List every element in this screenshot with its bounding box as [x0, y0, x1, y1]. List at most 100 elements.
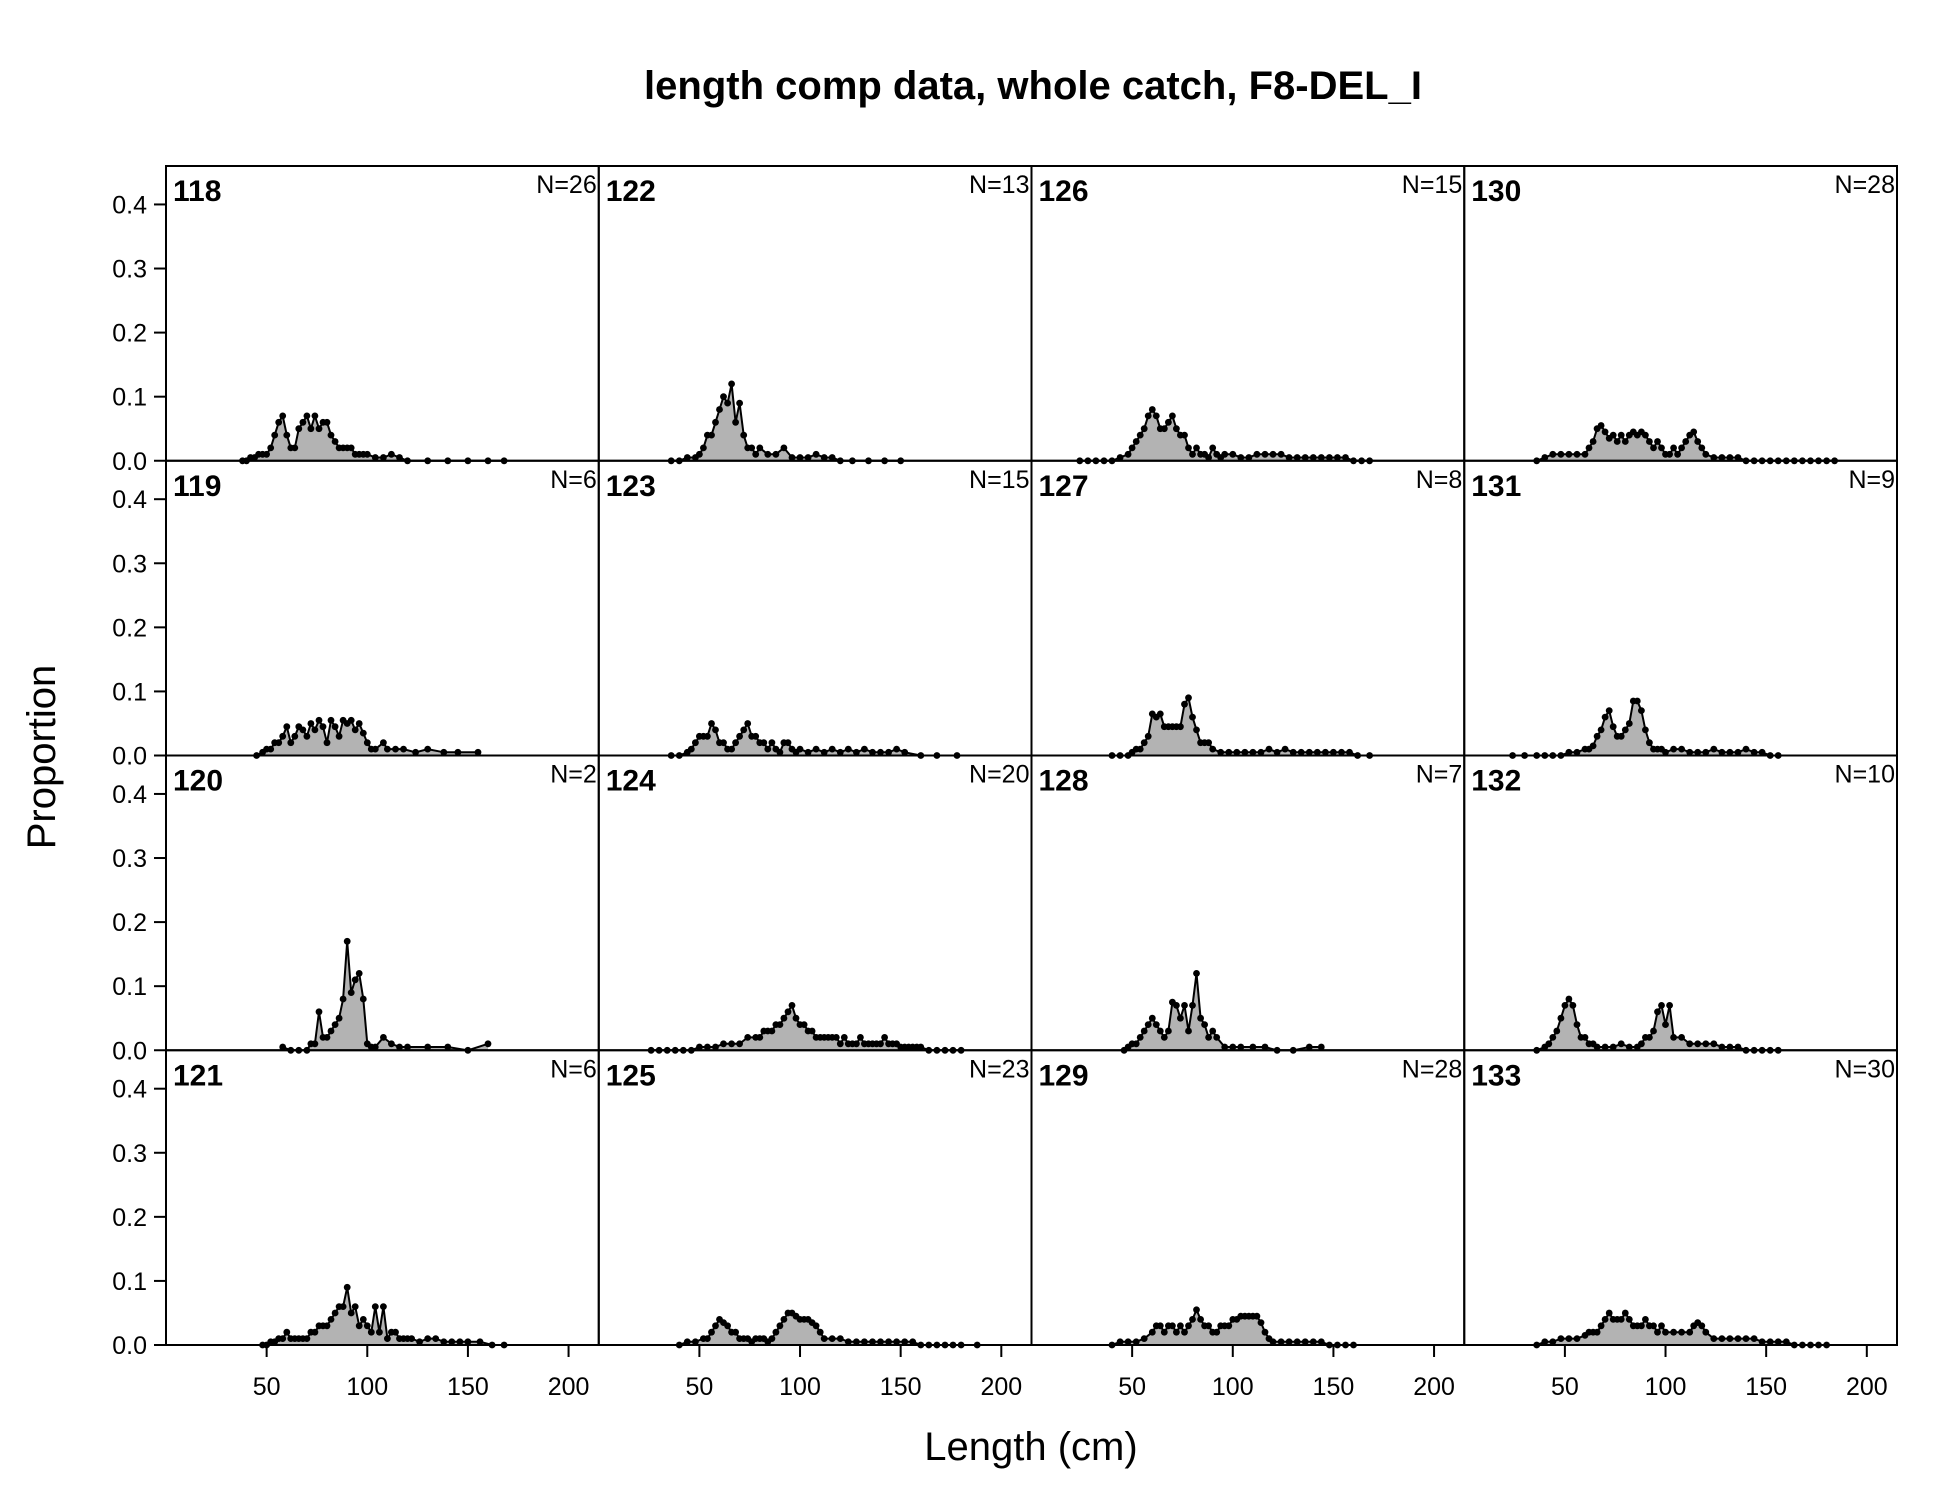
comp-point	[323, 1322, 331, 1330]
comp-point	[1625, 1043, 1633, 1051]
comp-point	[287, 739, 295, 747]
sample-size-label: N=15	[969, 466, 1029, 494]
comp-point	[1686, 1328, 1694, 1336]
y-tick-label: 0.0	[112, 448, 147, 476]
comp-point	[1541, 1338, 1549, 1346]
y-axis-row-3: 0.0 0.1 0.2 0.3 0.4	[112, 781, 166, 1065]
sample-size-label: N=28	[1835, 171, 1895, 199]
panel-frame	[1463, 165, 1898, 462]
comp-point	[1726, 454, 1734, 461]
panel-frame	[165, 754, 600, 1052]
comp-point	[1605, 1309, 1613, 1317]
comp-point	[780, 1014, 788, 1022]
comp-point	[1346, 748, 1353, 756]
comp-point	[828, 1335, 836, 1342]
comp-point	[1209, 745, 1217, 753]
comp-point	[780, 444, 788, 452]
comp-point	[1670, 1328, 1677, 1336]
comp-point	[776, 1322, 784, 1330]
panel-125: 125 N=23	[597, 1049, 1033, 1349]
comp-point	[812, 745, 820, 753]
comp-point	[351, 1303, 359, 1310]
comp-point	[1718, 454, 1726, 461]
comp-point	[1698, 444, 1706, 452]
comp-point	[720, 1040, 727, 1048]
comp-line	[282, 941, 489, 1052]
comp-point	[748, 444, 756, 452]
comp-point	[1573, 748, 1581, 756]
comp-point	[1309, 1338, 1317, 1346]
x-tick-label: 200	[548, 1373, 590, 1401]
comp-point	[877, 1040, 884, 1048]
comp-point	[1726, 1043, 1734, 1051]
comp-point	[1638, 1322, 1645, 1330]
panel-123: 123 N=15	[597, 459, 1033, 759]
comp-point	[1181, 431, 1188, 439]
comp-point	[1621, 726, 1629, 734]
comp-point	[1702, 1328, 1710, 1336]
comp-point	[1686, 748, 1694, 756]
comp-point	[768, 739, 776, 747]
comp-point	[1173, 1002, 1180, 1009]
comp-point	[1124, 1338, 1132, 1346]
comp-point	[384, 745, 391, 753]
comp-point	[323, 1034, 331, 1041]
comp-point	[1277, 450, 1285, 458]
panel-121: 121 N=6	[165, 1049, 600, 1349]
comp-point	[1694, 748, 1702, 756]
comp-point	[704, 1043, 711, 1051]
comp-point	[909, 1338, 917, 1346]
comp-point	[343, 937, 351, 945]
comp-point	[720, 393, 727, 401]
panel-label: 120	[173, 765, 223, 798]
x-tick-label: 200	[980, 1373, 1022, 1401]
comp-point	[1221, 450, 1229, 458]
comp-point	[1642, 431, 1649, 439]
comp-point	[1140, 1027, 1148, 1035]
comp-point	[1609, 723, 1617, 731]
comp-point	[756, 444, 764, 452]
comp-point	[1193, 970, 1200, 977]
y-tick-label: 0.4	[112, 1076, 147, 1104]
comp-point	[1201, 1021, 1208, 1028]
comp-point	[804, 748, 812, 756]
comp-point	[1165, 418, 1172, 426]
comp-point	[299, 418, 307, 426]
sample-size-label: N=28	[1402, 1055, 1462, 1083]
comp-point	[424, 1043, 432, 1051]
comp-point	[1136, 431, 1144, 439]
comp-point	[1209, 444, 1217, 452]
comp-point	[1662, 1328, 1669, 1336]
x-tick-label: 150	[880, 1373, 922, 1401]
comp-point	[1229, 450, 1237, 458]
comp-point	[796, 454, 804, 461]
panel-119: 119 N=6	[165, 459, 600, 759]
comp-point	[1185, 694, 1192, 702]
comp-point	[1193, 726, 1200, 734]
comp-point	[1670, 444, 1677, 452]
comp-point	[279, 1335, 287, 1342]
panel-label: 124	[606, 765, 656, 798]
comp-point	[1674, 450, 1681, 458]
comp-point	[1585, 444, 1593, 452]
comp-point	[692, 1338, 699, 1346]
x-tick-label: 150	[1745, 1373, 1787, 1401]
comp-point	[1597, 726, 1605, 734]
comp-point	[1265, 745, 1273, 753]
comp-point	[776, 1021, 784, 1028]
comp-point	[315, 1008, 323, 1016]
sample-size-label: N=20	[969, 761, 1029, 789]
comp-point	[315, 716, 323, 724]
comp-point	[1189, 450, 1196, 458]
comp-point	[1253, 1312, 1261, 1320]
comp-point	[1557, 1014, 1565, 1022]
comp-point	[1565, 748, 1573, 756]
comp-point	[1734, 748, 1742, 756]
comp-point	[901, 1338, 909, 1346]
comp-point	[1173, 425, 1180, 433]
panel-label: 126	[1039, 175, 1089, 208]
x-axis-col-2: 50 100 150 200	[685, 1345, 1022, 1401]
sample-size-label: N=30	[1835, 1055, 1895, 1083]
comp-point	[291, 732, 299, 740]
panel-frame	[1463, 754, 1898, 1052]
